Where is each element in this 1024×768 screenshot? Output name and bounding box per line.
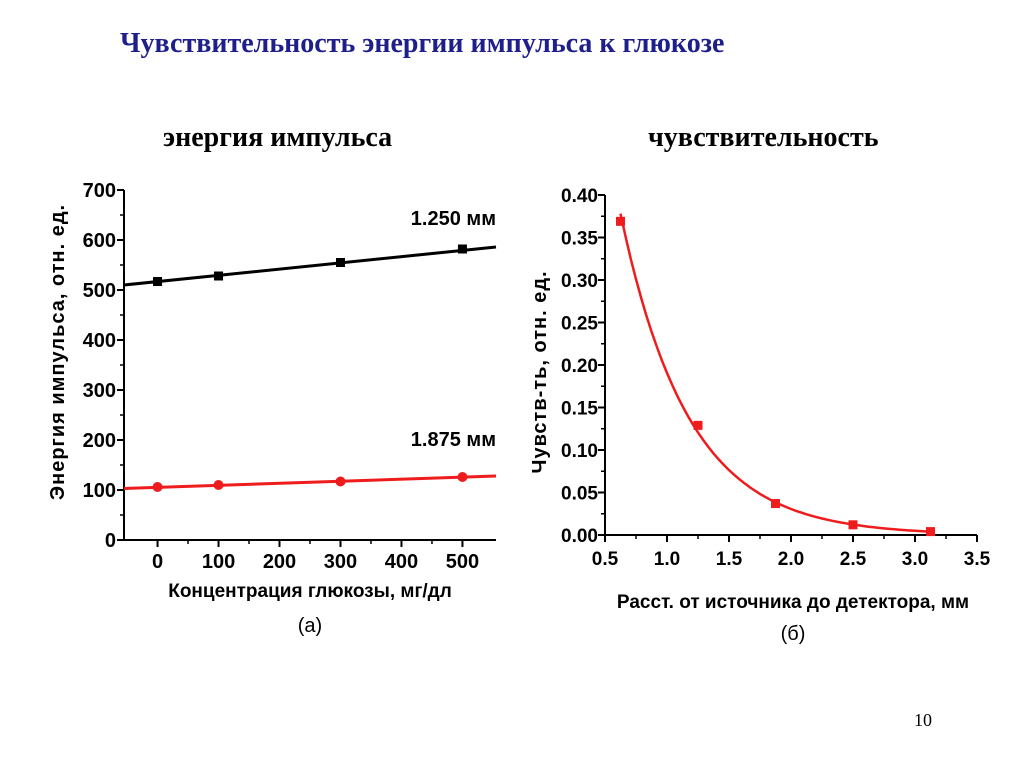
chart-b-y-tick-label: 0.40: [561, 186, 598, 207]
chart-b-y-tick-label: 0.15: [561, 399, 598, 420]
chart-b-point: [848, 520, 858, 530]
chart-b-x-tick-label: 1.5: [716, 549, 743, 570]
chart-a-series-label: 1.250 мм: [411, 208, 496, 230]
chart-a-y-tick-label: 0: [105, 530, 116, 552]
chart-b-y-label: Чувств-ть, отн. ед.: [529, 270, 551, 473]
chart-a-point: [152, 482, 163, 492]
chart-a-y-tick-label: 400: [83, 330, 116, 352]
chart-b: 0.00 0.05 0.10 0.15 0.20 0.25 0.30 0.35 0.40 0.5 1…: [529, 186, 991, 645]
chart-b-y-tick-label: 0.20: [561, 356, 598, 377]
chart-a-series-label: 1.875 мм: [411, 429, 496, 451]
chart-b-y-tick-label: 0.00: [561, 526, 598, 547]
chart-a-point: [153, 277, 163, 286]
chart-b-y-tick-label: 0.25: [561, 314, 598, 335]
chart-b-y-tick-label: 0.05: [561, 484, 598, 505]
chart-a-y-tick-label: 200: [83, 430, 116, 452]
chart-a-y-tick-label: 300: [83, 380, 116, 402]
chart-b-x-tick-label: 2.5: [840, 549, 867, 570]
chart-a-point: [457, 472, 468, 482]
chart-b-y-tick-label: 0.35: [561, 229, 598, 250]
chart-b-y-tick-label: 0.10: [561, 441, 598, 462]
chart-a-y-tick-label: 500: [83, 280, 116, 302]
chart-a-title: энергия импульса: [163, 122, 393, 153]
chart-b-fit-curve: [619, 213, 931, 533]
chart-b-x-label: Расст. от источника до детектора, мм: [617, 592, 969, 613]
slide-title: Чувствительность энергии импульса к глюк…: [120, 28, 725, 59]
chart-a-x-tick-label: 400: [385, 551, 418, 573]
chart-a-x-label: Концентрация глюкозы, мг/дл: [168, 581, 452, 602]
chart-b-x-tick-label: 3.0: [902, 549, 928, 570]
chart-a-x-tick-label: 0: [152, 551, 163, 573]
chart-a-x-tick-label: 100: [202, 551, 235, 573]
chart-b-x-tick-label: 1.0: [654, 549, 680, 570]
chart-a-y-tick-label: 100: [83, 480, 116, 502]
chart-a-point: [335, 258, 345, 267]
chart-b-x-tick-label: 0.5: [592, 549, 619, 570]
chart-b-point: [693, 420, 703, 430]
chart-a-y-tick-label: 600: [83, 230, 116, 252]
chart-a-x-tick-label: 500: [446, 551, 479, 573]
chart-a-point: [213, 480, 224, 490]
chart-b-point: [926, 527, 935, 537]
chart-b-point: [771, 499, 780, 509]
chart-a-point: [214, 271, 224, 281]
chart-a: 0 100 200 300 400 500 600 700 0 100 200 300 400 500 1.…: [47, 180, 497, 637]
chart-b-point: [616, 216, 625, 226]
chart-a-point: [457, 244, 467, 254]
chart-b-y-tick-label: 0.30: [561, 271, 598, 292]
chart-b-x-tick-label: 2.0: [778, 549, 804, 570]
page-number: 10: [914, 710, 932, 730]
chart-a-y-tick-label: 700: [83, 180, 116, 202]
chart-a-x-tick-label: 200: [263, 551, 296, 573]
chart-a-point: [335, 476, 346, 487]
chart-b-title: чувствительность: [648, 122, 879, 153]
chart-a-caption: (а): [298, 615, 322, 637]
chart-a-y-label: Энергия импульса, отн. ед.: [47, 204, 69, 500]
chart-a-x-tick-label: 300: [324, 551, 357, 573]
chart-b-x-tick-label: 3.5: [964, 549, 991, 570]
chart-a-series-line: [123, 474, 497, 490]
chart-b-caption: (б): [781, 623, 806, 645]
chart-a-series-line: [123, 245, 497, 287]
